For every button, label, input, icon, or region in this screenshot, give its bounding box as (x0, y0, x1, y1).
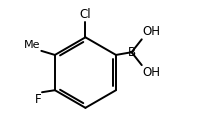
Text: F: F (35, 93, 41, 106)
Text: Me: Me (24, 40, 41, 50)
Text: OH: OH (142, 25, 160, 38)
Text: OH: OH (142, 66, 160, 79)
Text: B: B (128, 46, 136, 59)
Text: Cl: Cl (80, 8, 91, 21)
